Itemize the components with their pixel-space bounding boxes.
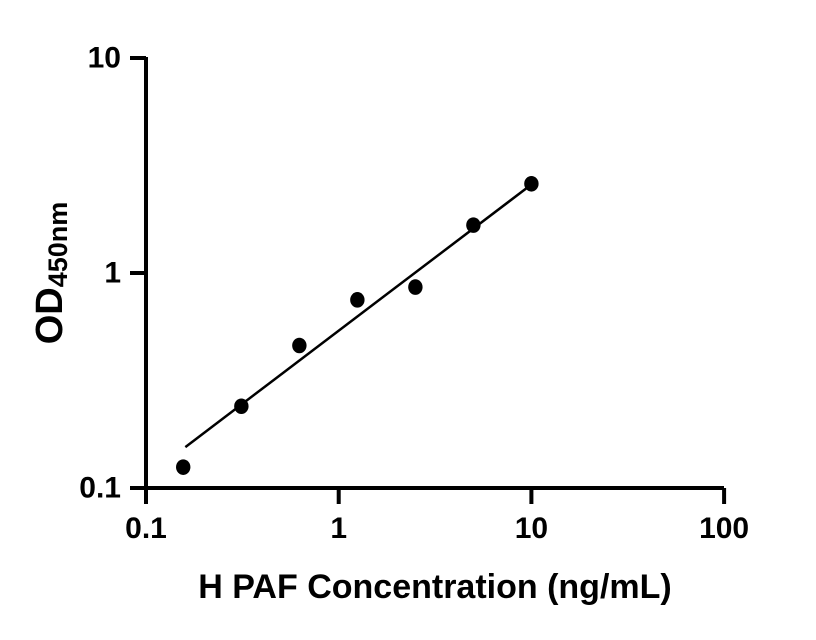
x-tick-label: 0.1 bbox=[125, 512, 167, 545]
y-axis-ticks: 0.1 1 10 bbox=[79, 42, 146, 505]
data-point bbox=[524, 175, 539, 192]
data-point bbox=[466, 217, 481, 233]
data-point bbox=[234, 398, 249, 415]
y-tick-label: 1 bbox=[104, 257, 121, 290]
axes bbox=[144, 57, 724, 490]
x-tick-label: 100 bbox=[699, 512, 749, 545]
y-tick-label: 10 bbox=[88, 42, 121, 75]
data-point bbox=[176, 459, 191, 475]
x-axis-ticks: 0.1 1 10 100 bbox=[125, 488, 749, 545]
x-tick-label: 10 bbox=[515, 512, 548, 545]
y-axis-title-main: OD bbox=[29, 287, 71, 344]
data-point-layer bbox=[176, 175, 539, 475]
data-point bbox=[350, 292, 365, 308]
data-point bbox=[292, 337, 307, 354]
y-axis-title: OD450nm bbox=[29, 202, 73, 345]
y-tick-label: 0.1 bbox=[79, 472, 121, 505]
x-axis-title: H PAF Concentration (ng/mL) bbox=[198, 568, 671, 606]
y-axis-title-sub: 450nm bbox=[43, 202, 73, 288]
data-point bbox=[408, 279, 423, 295]
x-tick-label: 1 bbox=[330, 512, 347, 545]
